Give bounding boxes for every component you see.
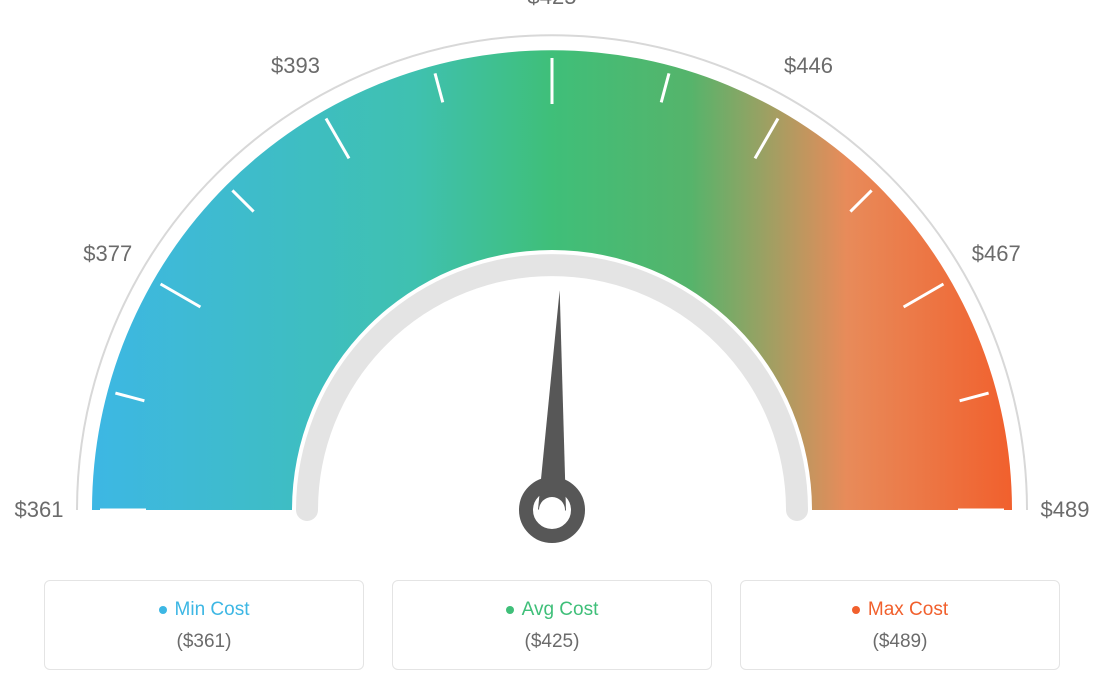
cost-gauge: $361 $377 $393 $425 $446 $467 $489: [0, 0, 1104, 560]
legend-dot-max: [852, 606, 860, 614]
legend-card-avg: Avg Cost ($425): [392, 580, 712, 670]
legend-card-max: Max Cost ($489): [740, 580, 1060, 670]
legend-label-avg: Avg Cost: [522, 599, 599, 621]
legend-label-min: Min Cost: [175, 599, 250, 621]
gauge-tick-label: $377: [83, 241, 132, 267]
gauge-tick-label: $446: [784, 53, 833, 79]
gauge-svg: [0, 0, 1104, 560]
legend-dot-avg: [506, 606, 514, 614]
legend-title-max: Max Cost: [852, 599, 948, 621]
legend-value-avg-text: ($425): [403, 631, 701, 653]
legend-value-min-text: ($361): [55, 631, 353, 653]
legend-title-min: Min Cost: [159, 599, 250, 621]
legend-row: Min Cost ($361) Avg Cost ($425) Max Cost…: [0, 580, 1104, 670]
gauge-tick-label: $361: [15, 497, 64, 523]
legend-card-min: Min Cost ($361): [44, 580, 364, 670]
gauge-tick-label: $489: [1041, 497, 1090, 523]
legend-value-max-text: ($489): [751, 631, 1049, 653]
legend-label-max: Max Cost: [868, 599, 948, 621]
legend-title-avg: Avg Cost: [506, 599, 599, 621]
gauge-tick-label: $425: [528, 0, 577, 10]
gauge-tick-label: $393: [271, 53, 320, 79]
legend-dot-min: [159, 606, 167, 614]
gauge-tick-label: $467: [972, 241, 1021, 267]
